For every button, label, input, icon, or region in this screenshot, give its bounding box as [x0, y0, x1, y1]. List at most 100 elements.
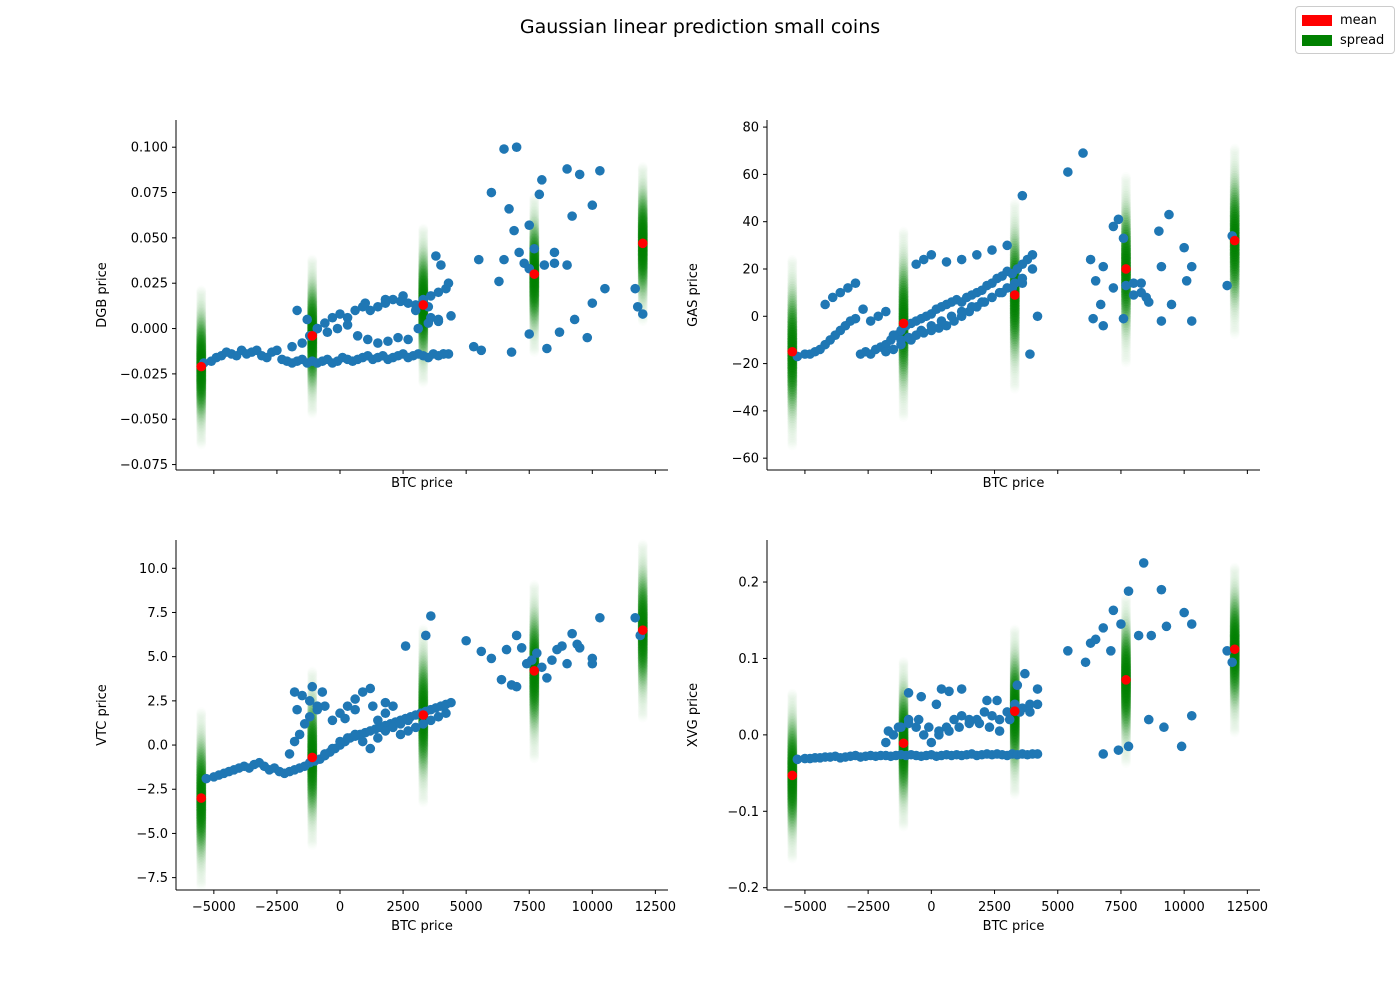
spread-point	[307, 787, 318, 798]
spread-point	[307, 733, 318, 744]
spread-point	[787, 319, 798, 330]
spread-point	[529, 718, 540, 729]
spread-point	[529, 627, 540, 638]
spread-point	[637, 266, 648, 277]
observed-point	[413, 323, 424, 334]
spread-point	[307, 790, 318, 801]
spread-point	[529, 287, 540, 298]
spread-point	[418, 682, 429, 693]
spread-point	[1229, 203, 1240, 214]
spread-point	[637, 664, 648, 675]
spread-point	[898, 258, 909, 269]
mean-point	[1009, 290, 1020, 300]
observed-point	[881, 737, 891, 748]
x-tick-label: 2500	[387, 900, 420, 915]
spread-point	[196, 405, 207, 416]
observed-point	[294, 729, 305, 740]
spread-point	[637, 217, 648, 228]
spread-point	[529, 711, 540, 722]
x-tick-label: −2500	[846, 900, 890, 915]
spread-point	[637, 650, 648, 661]
observed-point	[966, 302, 977, 312]
spread-point	[637, 671, 648, 682]
spread-point	[1229, 290, 1240, 301]
spread-point	[196, 842, 207, 853]
spread-point	[529, 290, 540, 301]
y-axis-label: XVG price	[686, 683, 701, 747]
observed-point	[881, 306, 891, 317]
observed-point	[567, 211, 577, 221]
spread-point	[1009, 320, 1020, 331]
observed-point	[1027, 249, 1038, 260]
spread-point	[637, 225, 648, 236]
x-tick-label: −5000	[783, 900, 827, 915]
spread-point	[529, 315, 540, 326]
spread-point	[1121, 330, 1132, 341]
observed-point	[1186, 619, 1197, 629]
spread-point	[637, 195, 648, 206]
spread-point	[418, 266, 429, 277]
mean-point	[418, 300, 429, 310]
spread-point	[637, 677, 648, 688]
spread-bands	[196, 181, 648, 429]
spread-point	[1121, 212, 1132, 223]
spread-point	[307, 274, 318, 285]
spread-point	[529, 719, 540, 730]
spread-point	[418, 760, 429, 771]
spread-point	[307, 734, 318, 745]
spread-point	[637, 198, 648, 209]
observed-point	[1179, 607, 1189, 618]
spread-point	[196, 828, 207, 839]
x-tick-label: 10000	[572, 900, 613, 915]
spread-point	[787, 295, 798, 306]
mean-point	[787, 346, 798, 357]
spread-point	[1009, 351, 1020, 362]
spread-point	[196, 848, 207, 859]
spread-point	[1009, 349, 1020, 360]
observed-point	[403, 334, 413, 345]
spread-point	[307, 792, 318, 803]
observed-point	[1143, 714, 1154, 725]
observed-point	[835, 287, 846, 298]
spread-point	[637, 184, 648, 195]
spread-point	[1009, 346, 1020, 357]
spread-point	[307, 254, 317, 264]
spread-point	[196, 415, 207, 426]
observed-point	[972, 249, 982, 260]
spread-point	[787, 372, 798, 383]
spread-point	[1229, 283, 1240, 294]
spread-point	[196, 411, 207, 422]
spread-point	[418, 670, 429, 681]
spread-point	[307, 303, 318, 314]
x-tick-label: 10000	[1163, 900, 1204, 915]
spread-point	[418, 741, 429, 752]
spread-point	[637, 602, 648, 613]
spread-point	[787, 406, 798, 417]
spread-point	[1229, 181, 1240, 192]
spread-point	[196, 746, 207, 757]
y-tick-label: 0.000	[131, 322, 168, 337]
observed-point	[494, 276, 504, 287]
spread-point	[196, 394, 207, 405]
observed-point	[441, 708, 451, 719]
mean-point	[418, 710, 429, 720]
observed-point	[1186, 710, 1197, 721]
spread-point	[307, 282, 318, 293]
mean-point	[196, 793, 207, 803]
observed-point	[964, 714, 975, 725]
spread-point	[196, 821, 207, 832]
spread-point	[418, 250, 429, 261]
observed-point	[1146, 630, 1157, 641]
spread-point	[196, 314, 207, 325]
observed-point	[1098, 623, 1109, 633]
mean-point	[898, 318, 909, 329]
observed-point	[1017, 190, 1028, 201]
spread-point	[637, 202, 648, 213]
observed-point	[499, 254, 509, 265]
observed-point	[426, 611, 436, 621]
mean-point	[1121, 675, 1131, 685]
spread-point	[529, 606, 540, 617]
spread-point	[196, 753, 207, 764]
observed-point	[918, 254, 929, 265]
spread-point	[307, 814, 318, 825]
